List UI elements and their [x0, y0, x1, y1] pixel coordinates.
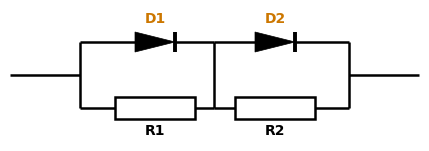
Bar — [235, 97, 315, 119]
Text: D2: D2 — [264, 12, 286, 26]
Polygon shape — [135, 32, 175, 52]
Text: D1: D1 — [145, 12, 166, 26]
Polygon shape — [255, 32, 295, 52]
Bar — [115, 97, 195, 119]
Text: R1: R1 — [145, 124, 165, 138]
Text: R2: R2 — [265, 124, 285, 138]
